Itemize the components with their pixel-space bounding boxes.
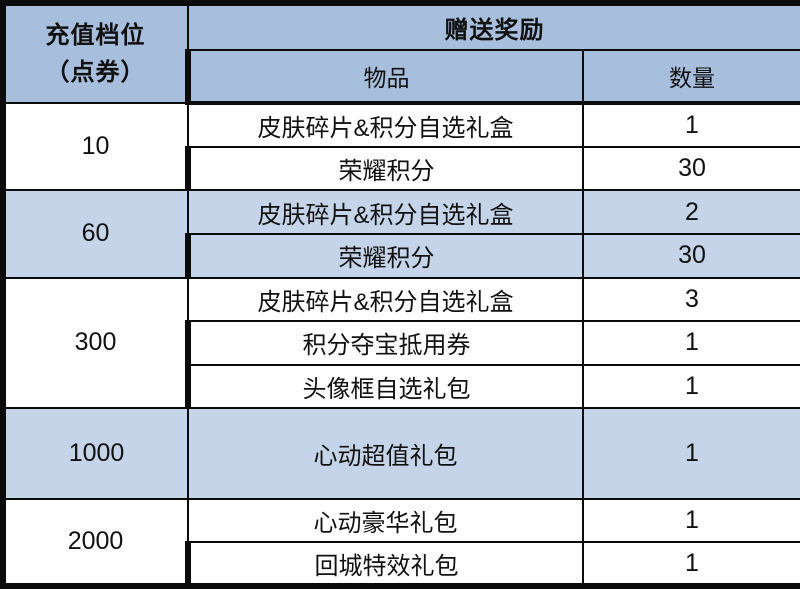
- table-row: 10 皮肤碎片&积分自选礼盒 1: [0, 101, 800, 192]
- item-column-header: 物品: [185, 49, 584, 105]
- item-cell: 回城特效礼包: [185, 541, 584, 589]
- quantity-cell: 30: [582, 145, 800, 192]
- item-cell: 头像框自选礼包: [185, 363, 584, 410]
- quantity-column-header: 数量: [582, 49, 800, 105]
- tier-cell: 10: [0, 101, 189, 192]
- item-cell: 荣耀积分: [185, 145, 584, 192]
- item-cell: 皮肤碎片&积分自选礼盒: [187, 102, 584, 148]
- table-row: 积分夺宝抵用券 1: [3, 320, 800, 366]
- item-cell: 积分夺宝抵用券: [185, 320, 584, 366]
- tier-cell: 60: [0, 189, 189, 279]
- quantity-cell: 1: [582, 407, 800, 500]
- table-row: 荣耀积分 30: [3, 232, 800, 279]
- tier-cell: 300: [0, 276, 189, 410]
- tier-column-header: 充值档位 （点券）: [0, 0, 189, 104]
- quantity-cell: 1: [582, 541, 800, 589]
- item-cell: 心动豪华礼包: [187, 497, 584, 544]
- quantity-cell: 2: [582, 189, 800, 235]
- table-row: 60 皮肤碎片&积分自选礼盒 2: [0, 189, 800, 279]
- quantity-cell: 1: [582, 363, 800, 410]
- item-cell: 皮肤碎片&积分自选礼盒: [187, 189, 584, 235]
- tier-cell: 2000: [0, 497, 189, 588]
- table-row: 回城特效礼包 1: [3, 541, 800, 589]
- quantity-cell: 1: [582, 497, 800, 544]
- quantity-cell: 1: [582, 320, 800, 366]
- quantity-cell: 1: [582, 102, 800, 148]
- item-cell: 皮肤碎片&积分自选礼盒: [187, 276, 584, 323]
- item-cell: 荣耀积分: [185, 232, 584, 279]
- quantity-cell: 3: [582, 276, 800, 323]
- table-row: 300 皮肤碎片&积分自选礼盒 3: [0, 276, 800, 410]
- quantity-cell: 30: [582, 232, 800, 279]
- rewards-column-header: 赠送奖励: [187, 0, 800, 51]
- table-row: 1000 心动超值礼包 1: [0, 407, 800, 500]
- tier-cell: 1000: [0, 407, 189, 500]
- table-row: 2000 心动豪华礼包 1: [0, 497, 800, 588]
- item-cell: 心动超值礼包: [187, 407, 584, 500]
- table-row: 荣耀积分 30: [3, 145, 800, 192]
- table-row: 头像框自选礼包 1: [3, 363, 800, 410]
